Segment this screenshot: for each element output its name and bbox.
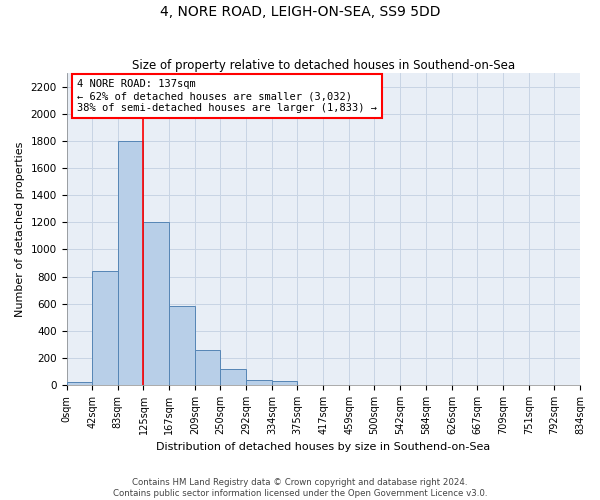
Bar [143, 222, 169, 385]
Bar [195, 350, 220, 385]
Bar [118, 141, 143, 385]
Bar [92, 271, 118, 385]
Y-axis label: Number of detached properties: Number of detached properties [15, 142, 25, 317]
Bar [272, 381, 298, 385]
Text: Contains HM Land Registry data © Crown copyright and database right 2024.
Contai: Contains HM Land Registry data © Crown c… [113, 478, 487, 498]
Bar [247, 380, 272, 385]
Bar [169, 306, 195, 385]
Bar [220, 370, 247, 385]
Text: 4, NORE ROAD, LEIGH-ON-SEA, SS9 5DD: 4, NORE ROAD, LEIGH-ON-SEA, SS9 5DD [160, 5, 440, 19]
Bar [67, 382, 92, 385]
Title: Size of property relative to detached houses in Southend-on-Sea: Size of property relative to detached ho… [132, 59, 515, 72]
Text: 4 NORE ROAD: 137sqm
← 62% of detached houses are smaller (3,032)
38% of semi-det: 4 NORE ROAD: 137sqm ← 62% of detached ho… [77, 80, 377, 112]
X-axis label: Distribution of detached houses by size in Southend-on-Sea: Distribution of detached houses by size … [156, 442, 490, 452]
